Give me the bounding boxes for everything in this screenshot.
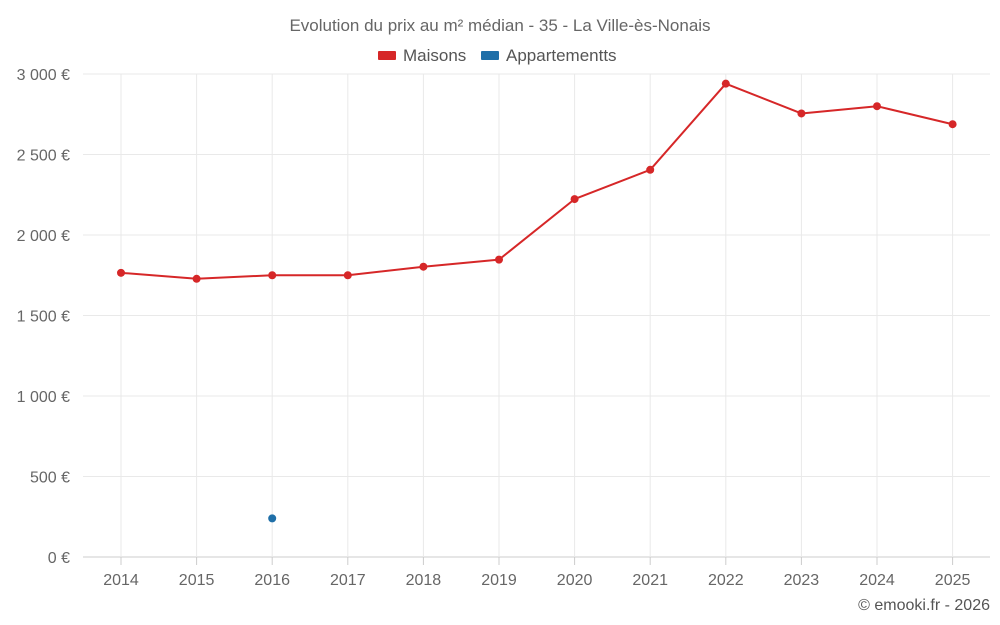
- y-tick-label: 2 000 €: [17, 228, 70, 245]
- grid: [83, 73, 990, 558]
- x-tick-label: 2016: [254, 572, 290, 589]
- data-point[interactable]: [268, 514, 277, 523]
- data-point[interactable]: [948, 120, 957, 129]
- data-point[interactable]: [192, 274, 201, 283]
- series-line-0: [120, 82, 953, 280]
- chart-title: Evolution du prix au m² médian - 35 - La…: [289, 16, 710, 35]
- y-tick-label: 1 000 €: [17, 389, 70, 406]
- data-point[interactable]: [721, 79, 730, 88]
- legend-label-appartements[interactable]: Appartementts: [506, 46, 617, 65]
- x-tick-label: 2023: [784, 572, 820, 589]
- data-point[interactable]: [268, 271, 277, 280]
- x-tick-label: 2024: [859, 572, 895, 589]
- data-point[interactable]: [343, 271, 352, 280]
- x-tick-label: 2017: [330, 572, 366, 589]
- y-tick-label: 0 €: [48, 550, 70, 567]
- credit-text: © emooki.fr - 2026: [858, 597, 990, 614]
- data-point[interactable]: [873, 102, 881, 111]
- y-tick-label: 500 €: [30, 470, 70, 487]
- legend: Maisons Appartementts: [378, 46, 617, 65]
- y-tick-label: 2 500 €: [17, 148, 70, 165]
- x-tick-label: 2025: [935, 572, 971, 589]
- legend-label-maisons[interactable]: Maisons: [403, 46, 466, 65]
- x-axis-ticks: 2014 2015 2016 2017 2018 2019 2020 2021 2022 2023…: [103, 557, 970, 589]
- x-tick-label: 2015: [179, 572, 215, 589]
- data-point[interactable]: [646, 165, 655, 174]
- data-point[interactable]: [570, 195, 579, 204]
- x-tick-label: 2014: [103, 572, 139, 589]
- data-point[interactable]: [419, 262, 428, 271]
- y-tick-label: 1 500 €: [17, 309, 70, 326]
- data-point[interactable]: [117, 268, 125, 277]
- x-tick-label: 2018: [406, 572, 442, 589]
- data-point[interactable]: [495, 255, 503, 264]
- y-axis-ticks: 0 € 500 € 1 000 € 1 500 € 2 000 € 2 500 € 3 00…: [17, 67, 70, 567]
- x-tick-label: 2022: [708, 572, 744, 589]
- legend-swatch-maisons: [378, 51, 396, 60]
- series: [117, 79, 957, 523]
- x-tick-label: 2019: [481, 572, 517, 589]
- legend-swatch-appartements: [481, 51, 499, 60]
- x-tick-label: 2020: [557, 572, 593, 589]
- y-tick-label: 3 000 €: [17, 67, 70, 84]
- data-point[interactable]: [797, 109, 806, 118]
- x-tick-label: 2021: [632, 572, 668, 589]
